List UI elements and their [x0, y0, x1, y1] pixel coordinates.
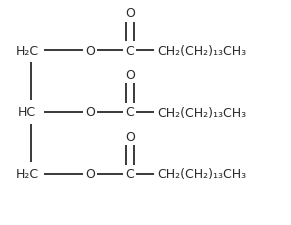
- Text: CH₂(CH₂)₁₃CH₃: CH₂(CH₂)₁₃CH₃: [157, 45, 246, 58]
- Text: H₂C: H₂C: [15, 167, 39, 180]
- Text: O: O: [125, 7, 135, 20]
- Text: O: O: [125, 130, 135, 143]
- Text: O: O: [85, 106, 95, 119]
- Text: C: C: [125, 106, 134, 119]
- Text: O: O: [125, 69, 135, 82]
- Text: C: C: [125, 167, 134, 180]
- Text: O: O: [85, 167, 95, 180]
- Text: O: O: [85, 45, 95, 58]
- Text: CH₂(CH₂)₁₃CH₃: CH₂(CH₂)₁₃CH₃: [157, 167, 246, 180]
- Text: C: C: [125, 45, 134, 58]
- Text: CH₂(CH₂)₁₃CH₃: CH₂(CH₂)₁₃CH₃: [157, 106, 246, 119]
- Text: HC: HC: [18, 106, 36, 119]
- Text: H₂C: H₂C: [15, 45, 39, 58]
